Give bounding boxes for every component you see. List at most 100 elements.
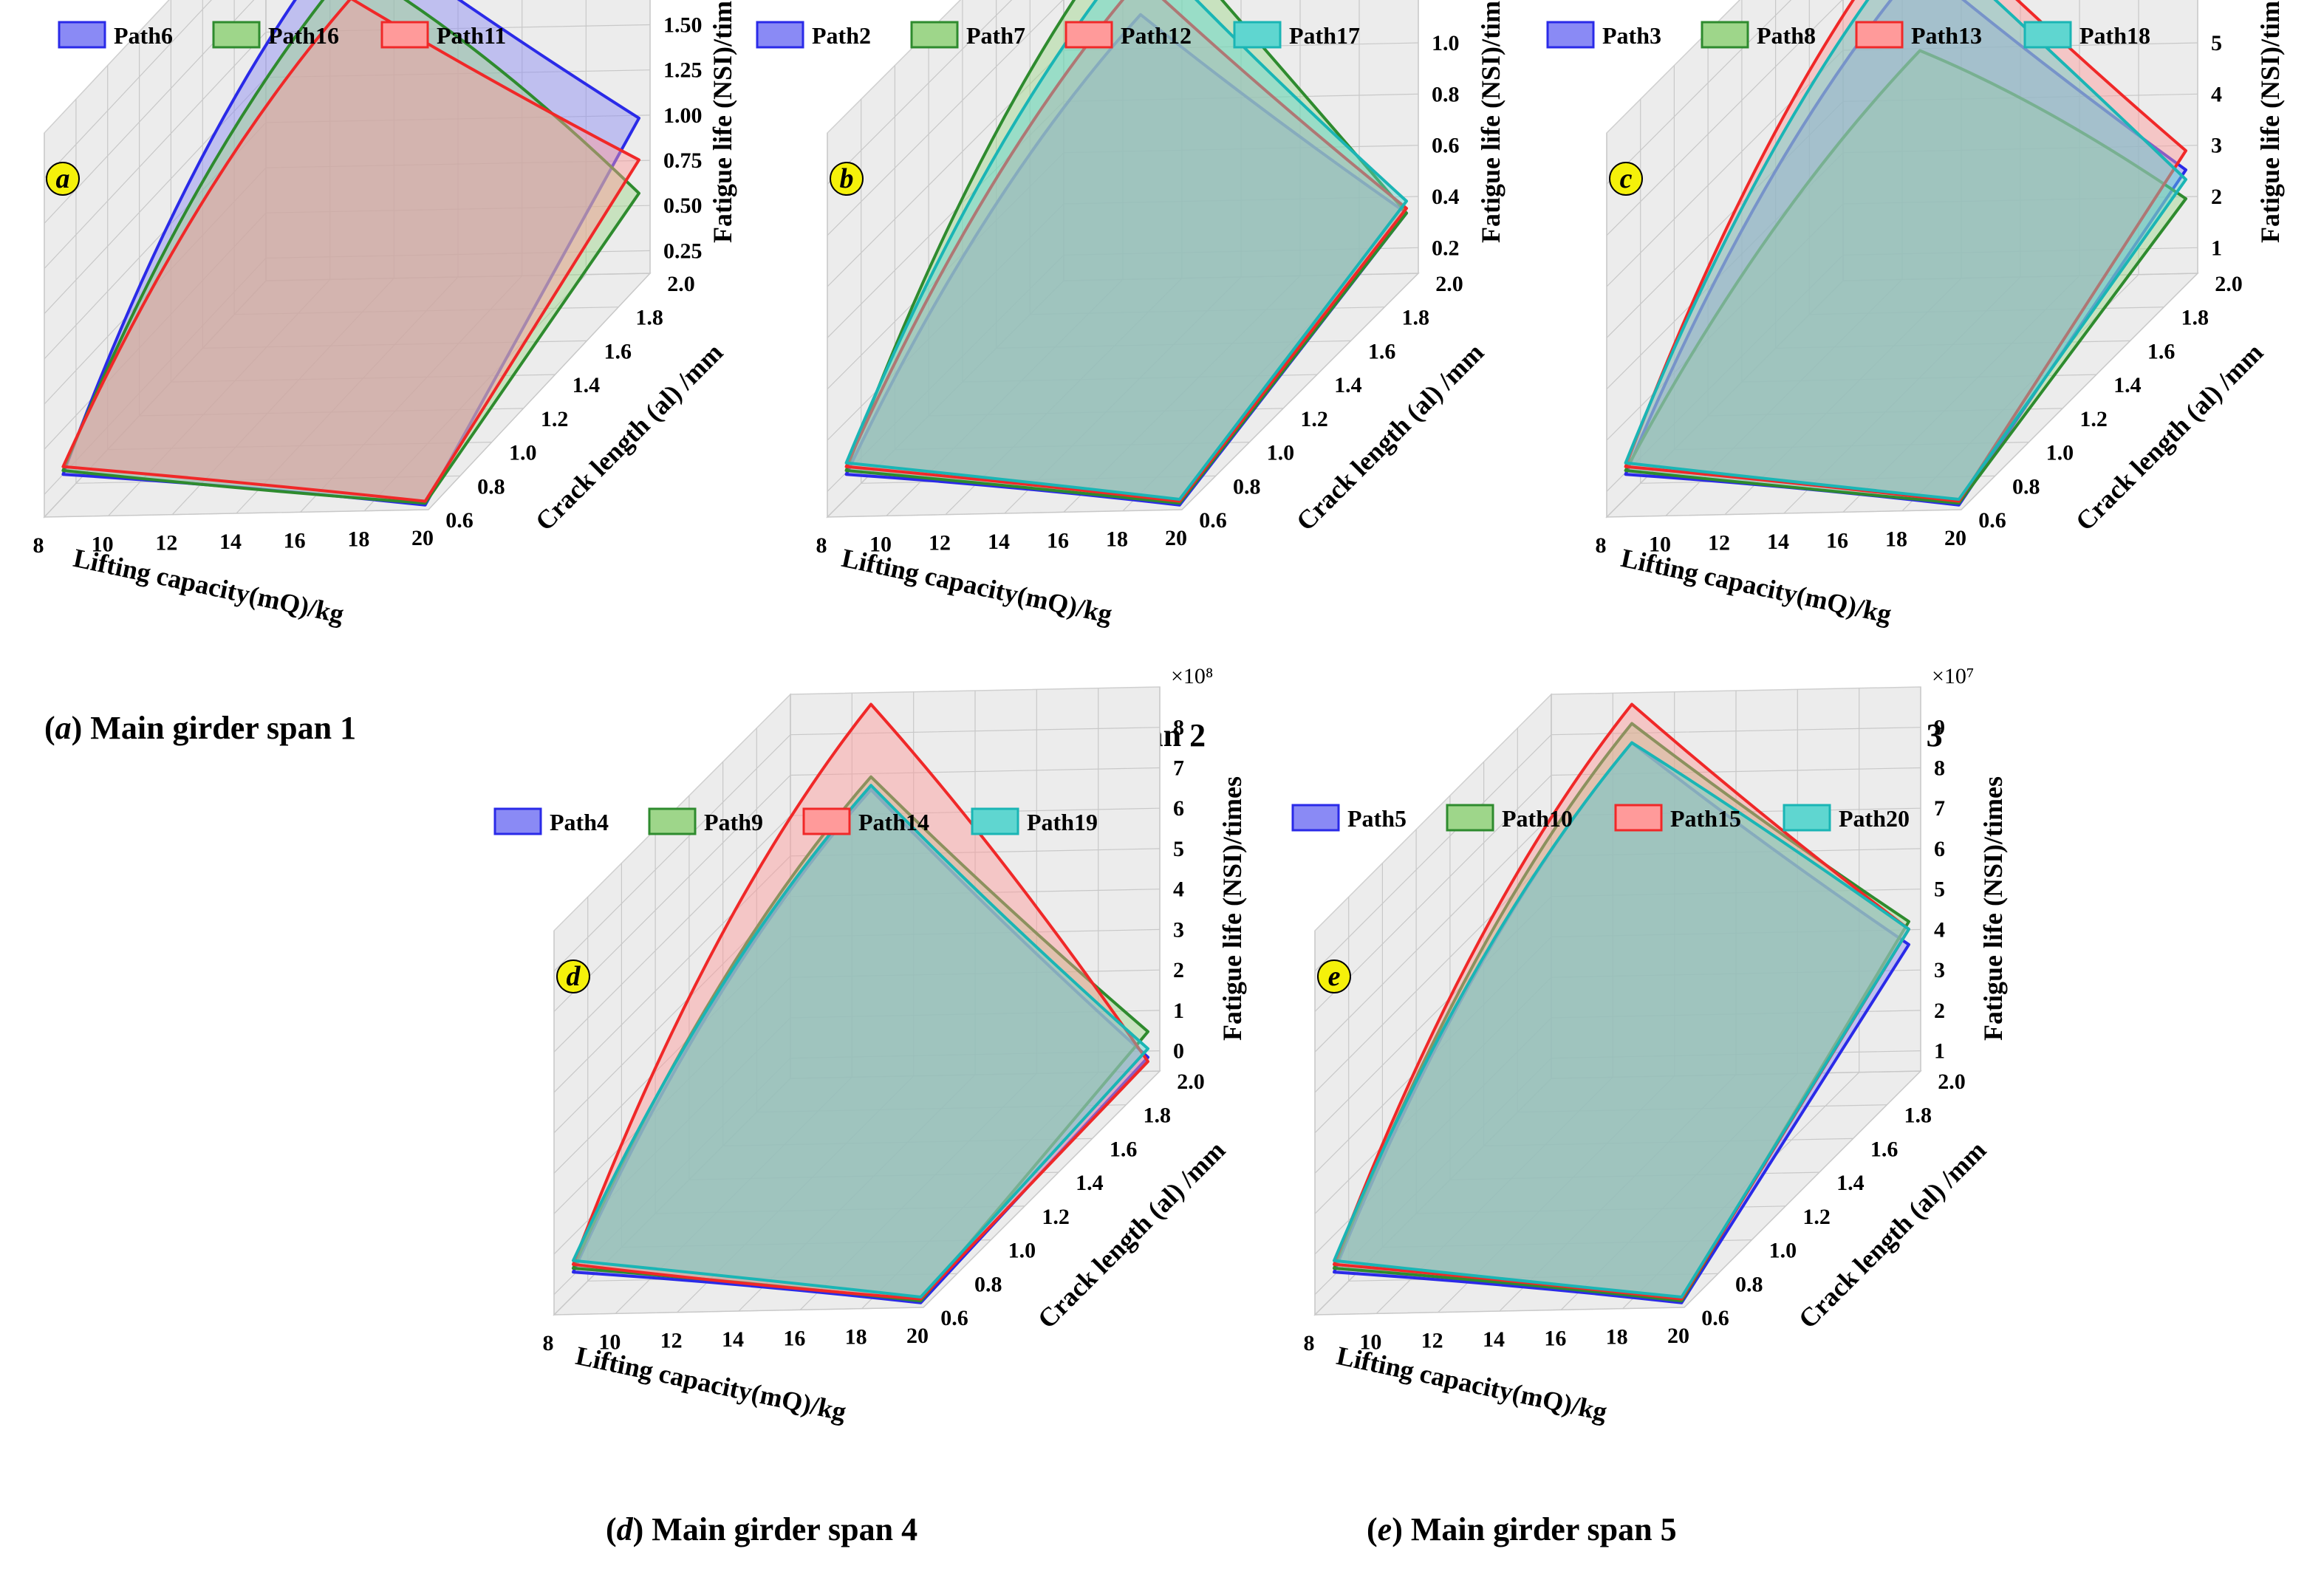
legend-swatch: [1855, 21, 1904, 49]
y-tick: 1.2: [2079, 407, 2108, 431]
x-axis-label: Lifting capacity(mQ)/kg: [71, 543, 346, 629]
panel-caption: (a) Main girder span 1: [44, 710, 356, 746]
z-tick: 7: [1173, 756, 1184, 780]
y-tick: 2.0: [1435, 272, 1463, 296]
z-tick: 3: [1173, 917, 1184, 942]
y-tick: 0.8: [2012, 474, 2040, 499]
x-tick: 14: [219, 530, 242, 554]
x-tick: 10: [1359, 1330, 1381, 1354]
z-tick: 9: [1934, 716, 1945, 740]
x-tick: 8: [33, 533, 44, 558]
legend-label: Path5: [1347, 805, 1407, 832]
y-tick: 1.6: [1870, 1137, 1898, 1161]
x-tick: 20: [1165, 526, 1187, 550]
surface-path18: [1624, 0, 2187, 501]
legend: Path2 Path7 Path12 Path17: [756, 21, 1360, 49]
x-tick: 8: [1596, 533, 1607, 558]
x-tick: 8: [816, 533, 827, 558]
legend-swatch: [212, 21, 261, 49]
z-tick: 2: [1934, 999, 1945, 1023]
y-tick: 1.4: [1334, 373, 1362, 397]
y-tick: 1.6: [604, 339, 632, 363]
legend-swatch: [971, 807, 1019, 835]
legend-swatch: [2023, 21, 2072, 49]
z-tick: 5: [1173, 837, 1184, 861]
y-tick: 0.8: [1233, 474, 1261, 499]
panel-badge-letter: b: [840, 163, 854, 194]
legend-label: Path10: [1502, 805, 1573, 832]
z-axis-label: Fatigue life (NSI)/times: [1978, 776, 2008, 1041]
panel-caption: (d) Main girder span 4: [606, 1511, 917, 1547]
z-tick: 1.50: [663, 13, 703, 38]
legend-label: Path3: [1602, 22, 1661, 49]
panel-b: 8 10 12 14 16 18 200.60.81.01.21.41.61.82.00.2…: [756, 0, 1506, 753]
legend-label: Path6: [114, 22, 173, 49]
y-tick: 2.0: [1938, 1070, 1966, 1094]
x-tick: 16: [1544, 1326, 1566, 1350]
x-tick: 16: [1826, 528, 1848, 553]
z-tick: 4: [1173, 878, 1184, 902]
legend-swatch: [58, 21, 106, 49]
legend-label: Path8: [1757, 22, 1816, 49]
x-tick: 18: [1106, 527, 1128, 552]
surface-path12: [844, 0, 1408, 503]
x-tick: 10: [92, 532, 114, 556]
legend-swatch: [756, 21, 804, 49]
y-tick: 1.2: [1802, 1205, 1831, 1229]
legend-label: Path7: [966, 22, 1025, 49]
z-tick: 8: [1173, 716, 1184, 740]
z-tick: 2: [1173, 958, 1184, 982]
legend-label: Path11: [437, 22, 506, 49]
z-tick: 1: [1173, 999, 1184, 1023]
z-tick: 3: [2211, 134, 2222, 158]
x-tick: 18: [1606, 1325, 1628, 1349]
y-tick: 0.8: [477, 474, 505, 499]
x-tick: 16: [783, 1326, 805, 1350]
x-tick: 20: [1667, 1324, 1689, 1348]
z-tick: 7: [1934, 796, 1945, 821]
panel-badge-letter: a: [56, 163, 70, 194]
y-tick: 1.8: [1402, 306, 1430, 330]
z-tick: 0.75: [663, 148, 703, 173]
surface-path11: [61, 0, 640, 503]
z-tick: 0.25: [663, 239, 703, 263]
y-tick: 1.8: [1904, 1104, 1932, 1128]
x-tick: 20: [411, 526, 434, 550]
legend: Path5 Path10 Path15 Path20: [1291, 804, 1910, 832]
z-tick: 5: [1934, 878, 1945, 902]
z-axis-label: Fatigue life (NSI)/times: [1217, 776, 1247, 1041]
z-tick: 8: [1934, 756, 1945, 780]
x-tick: 8: [1304, 1331, 1315, 1355]
x-tick: 18: [845, 1325, 867, 1349]
legend-label: Path19: [1027, 809, 1098, 835]
legend-swatch: [648, 807, 697, 835]
legend-swatch: [910, 21, 959, 49]
z-tick: 2: [2211, 185, 2222, 209]
surface-path14: [572, 702, 1149, 1301]
y-tick: 1.6: [2147, 339, 2176, 363]
panel-d: 8 10 12 14 16 18 200.60.81.01.21.41.61.82.0012…: [493, 664, 1247, 1547]
z-tick: 6: [1173, 796, 1184, 821]
z-multiplier: ×10⁸: [1171, 664, 1213, 688]
z-tick: 0.4: [1432, 185, 1460, 209]
x-tick: 12: [660, 1329, 683, 1353]
legend-label: Path16: [268, 22, 339, 49]
x-axis-label: Lifting capacity(mQ)/kg: [1334, 1341, 1610, 1427]
panel-badge: [830, 162, 864, 196]
legend-label: Path2: [812, 22, 871, 49]
panel-badge-letter: c: [1620, 163, 1633, 194]
grid: [1314, 687, 1921, 1316]
y-tick: 0.6: [1701, 1306, 1729, 1330]
y-tick: 1.2: [1042, 1205, 1070, 1229]
panel-badge: [1609, 162, 1643, 196]
panel-badge-letter: d: [567, 961, 581, 992]
x-tick: 18: [347, 527, 369, 552]
z-tick: 4: [1934, 917, 1945, 942]
y-tick: 0.6: [1199, 508, 1227, 533]
legend-label: Path13: [1911, 22, 1982, 49]
legend-label: Path20: [1839, 805, 1910, 832]
y-tick: 1.6: [1368, 339, 1396, 363]
z-axis-label: Fatigue life (NSI)/times: [1476, 0, 1506, 243]
legend-label: Path12: [1121, 22, 1192, 49]
